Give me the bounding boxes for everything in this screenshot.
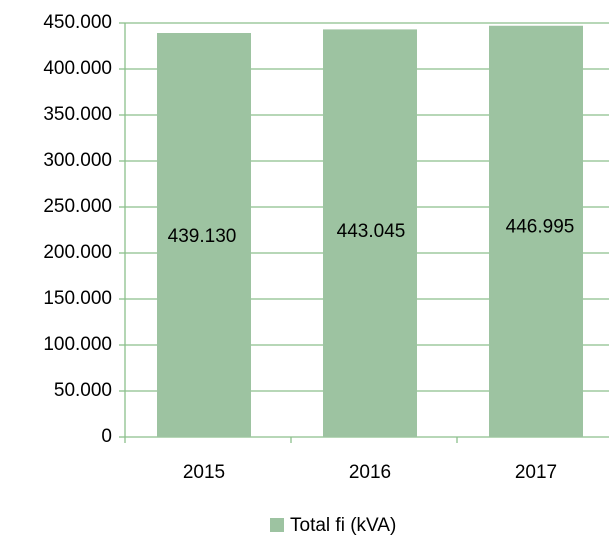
legend-label: Total fi (kVA) — [290, 515, 396, 536]
legend-swatch — [270, 518, 284, 532]
bar — [489, 25, 583, 438]
y-tick-label: 100.000 — [43, 334, 112, 355]
y-tick-label: 0 — [101, 426, 112, 447]
y-tick-label: 200.000 — [43, 242, 112, 263]
data-label: 439.130 — [168, 226, 237, 247]
y-tick-label: 50.000 — [54, 380, 112, 401]
y-tick-label: 300.000 — [43, 150, 112, 171]
x-tick-label: 2017 — [515, 462, 557, 483]
y-tick-label: 250.000 — [43, 196, 112, 217]
bar — [323, 29, 417, 438]
bar — [157, 33, 251, 438]
data-label: 443.045 — [337, 221, 406, 242]
x-tick-label: 2016 — [349, 462, 391, 483]
x-tick-label: 2015 — [183, 462, 225, 483]
y-tick-label: 400.000 — [43, 58, 112, 79]
y-tick-label: 150.000 — [43, 288, 112, 309]
data-label: 446.995 — [506, 216, 575, 237]
y-tick-label: 350.000 — [43, 104, 112, 125]
y-tick-label: 450.000 — [43, 12, 112, 33]
